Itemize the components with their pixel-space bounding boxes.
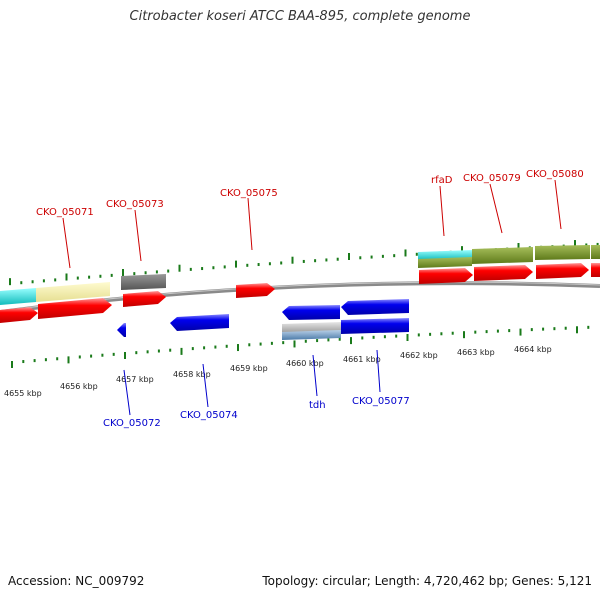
scale-label: 4658 kbp bbox=[173, 370, 211, 379]
cds-forward-arrow[interactable] bbox=[38, 298, 112, 319]
feature-silver[interactable] bbox=[282, 322, 341, 333]
cds-forward-arrow[interactable] bbox=[0, 307, 38, 323]
feature-steel[interactable] bbox=[282, 330, 341, 340]
cds-forward-arrow[interactable] bbox=[236, 283, 275, 298]
cds-forward-arrow[interactable] bbox=[591, 263, 600, 277]
gene-label-reverse[interactable]: CKO_05074 bbox=[180, 410, 238, 421]
cds-forward-arrow[interactable] bbox=[474, 265, 533, 281]
scale-label: 4657 kbp bbox=[116, 375, 154, 384]
cds-forward-arrow[interactable] bbox=[536, 263, 589, 279]
feature-gray[interactable] bbox=[121, 274, 166, 290]
gene-label-forward[interactable]: rfaD bbox=[431, 175, 453, 186]
gene-leader-line bbox=[62, 217, 71, 269]
gene-label-reverse[interactable]: CKO_05072 bbox=[103, 418, 161, 429]
gene-leader-line bbox=[123, 369, 131, 416]
gene-leader-line bbox=[247, 197, 253, 251]
cds-reverse-arrow[interactable] bbox=[341, 299, 409, 315]
gene-leader-line bbox=[134, 209, 142, 262]
cds-reverse-arrow[interactable] bbox=[341, 318, 409, 334]
gene-label-reverse[interactable]: CKO_05077 bbox=[352, 396, 410, 407]
scale-label: 4659 kbp bbox=[230, 364, 268, 373]
gene-leader-line bbox=[489, 183, 503, 234]
feature-olive[interactable] bbox=[535, 245, 590, 260]
cds-forward-arrow[interactable] bbox=[419, 268, 473, 284]
feature-yellow[interactable] bbox=[36, 282, 110, 302]
feature-olive[interactable] bbox=[418, 257, 472, 268]
scale-label: 4656 kbp bbox=[60, 382, 98, 391]
cds-reverse-arrow[interactable] bbox=[117, 323, 126, 337]
gene-leader-line bbox=[312, 354, 318, 397]
reverse-cds-track bbox=[117, 299, 409, 340]
feature-olive[interactable] bbox=[472, 247, 533, 264]
cds-forward-arrow[interactable] bbox=[123, 291, 166, 307]
gene-label-reverse[interactable]: tdh bbox=[309, 400, 326, 411]
forward-scale-ticks bbox=[9, 240, 599, 286]
scale-label: 4662 kbp bbox=[400, 351, 438, 360]
feature-cyan[interactable] bbox=[0, 288, 36, 305]
map-title: Citrobacter koseri ATCC BAA-895, complet… bbox=[129, 9, 471, 24]
cds-reverse-arrow[interactable] bbox=[170, 314, 229, 331]
scale-label: 4661 kbp bbox=[343, 355, 381, 364]
scale-label: 4663 kbp bbox=[457, 348, 495, 357]
gene-label-forward[interactable]: CKO_05075 bbox=[220, 188, 278, 199]
gene-leader-line bbox=[202, 363, 209, 408]
feature-track bbox=[0, 245, 600, 305]
gene-label-forward[interactable]: CKO_05079 bbox=[463, 173, 521, 184]
genome-summary-text: Topology: circular; Length: 4,720,462 bp… bbox=[262, 574, 592, 588]
gene-leader-line bbox=[376, 349, 381, 393]
reverse-scale-ticks bbox=[11, 325, 590, 368]
gene-label-forward[interactable]: CKO_05071 bbox=[36, 207, 94, 218]
gene-label-forward[interactable]: CKO_05080 bbox=[526, 169, 584, 180]
scale-label: 4660 kbp bbox=[286, 359, 324, 368]
scale-label: 4664 kbp bbox=[514, 345, 552, 354]
gene-leader-line bbox=[554, 179, 562, 230]
gene-leader-line bbox=[439, 185, 445, 237]
gene-label-forward[interactable]: CKO_05073 bbox=[106, 199, 164, 210]
forward-cds-track bbox=[0, 263, 600, 323]
feature-olive[interactable] bbox=[591, 245, 600, 259]
scale-label: 4655 kbp bbox=[4, 389, 42, 398]
accession-text: Accession: NC_009792 bbox=[8, 574, 145, 588]
cds-reverse-arrow[interactable] bbox=[282, 305, 340, 320]
